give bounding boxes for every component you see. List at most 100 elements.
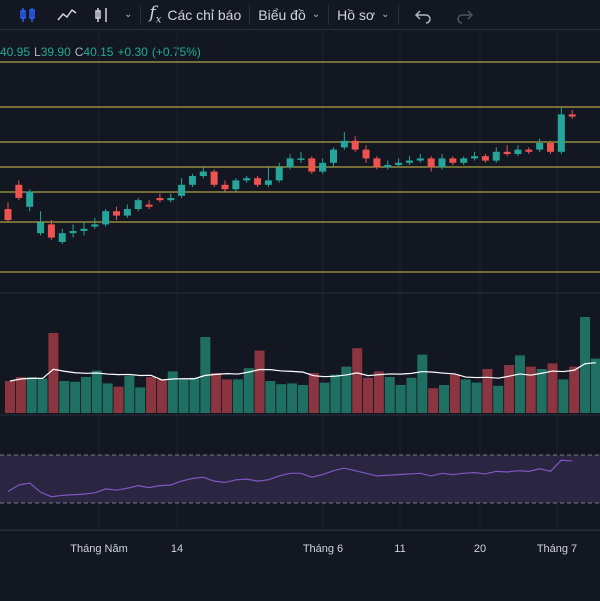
candle-body [438, 158, 446, 168]
candle-body [69, 231, 77, 234]
volume-bar [156, 379, 167, 413]
indicators-button[interactable]: fx Các chỉ báo [149, 0, 241, 29]
candle-body [210, 171, 218, 185]
volume-bar [341, 366, 352, 413]
volume-bar [319, 382, 330, 413]
volume-bar [352, 348, 363, 413]
volume-bar [580, 317, 591, 413]
legend-close-label: C [74, 45, 84, 59]
xaxis-label: 14 [170, 543, 184, 555]
fx-icon: fx [149, 3, 162, 26]
candle-body [80, 228, 88, 231]
volume-bar [70, 381, 81, 413]
volume-bar [471, 382, 482, 413]
volume-bar [124, 375, 135, 413]
candle-body [362, 149, 370, 159]
toolbar-divider [397, 4, 399, 25]
candle-body [188, 176, 196, 185]
candle-body [373, 158, 381, 168]
candle-body [492, 151, 500, 161]
volume-bar [569, 366, 580, 413]
chevron-down-icon: ⌄ [381, 9, 390, 20]
candle-body [264, 180, 272, 185]
volume-bar [558, 379, 569, 413]
indicators-label: Các chỉ báo [167, 6, 242, 23]
volume-bar [211, 373, 222, 413]
candle-body [275, 167, 283, 181]
chevron-down-icon: ⌄ [311, 9, 321, 20]
candle-body [102, 211, 110, 225]
bar-chart-icon[interactable] [92, 0, 112, 29]
volume-bar [547, 363, 558, 413]
volume-bar [363, 377, 374, 413]
candle-body [47, 224, 55, 238]
legend-change: +0.30 [117, 45, 148, 59]
candle-body [58, 233, 66, 242]
chart-menu-button[interactable]: Biểu đồ ⌄ [258, 0, 320, 29]
volume-bar [308, 373, 319, 413]
profile-menu-button[interactable]: Hồ sơ ⌄ [337, 0, 389, 29]
volume-bar [536, 369, 547, 413]
volume-bar [428, 388, 439, 413]
candle-body [416, 158, 424, 161]
horizontal-levels [0, 61, 600, 273]
volume-bar [254, 350, 265, 413]
candle-body [471, 156, 479, 159]
redo-icon[interactable] [455, 0, 475, 29]
xaxis-label: Tháng 7 [536, 543, 578, 555]
toolbar-divider [140, 4, 142, 25]
toolbar-divider [249, 4, 251, 25]
volume-bar [178, 378, 189, 413]
rsi-line [7, 459, 573, 498]
volume-bar [514, 355, 525, 413]
candle-body [4, 209, 12, 220]
candles-icon[interactable] [18, 0, 38, 29]
candle-body [199, 171, 207, 176]
volume-bar [417, 354, 428, 413]
candle-body [221, 184, 229, 190]
volume-bar [113, 386, 124, 413]
xaxis-label: Tháng Năm [70, 543, 128, 555]
xaxis-label: 20 [473, 543, 487, 555]
line-chart-icon[interactable] [56, 0, 78, 29]
volume-bar [504, 365, 515, 413]
volume-bar [146, 377, 157, 413]
volume-bar [189, 377, 200, 413]
candle-body [557, 114, 565, 152]
volume-bar [102, 383, 113, 413]
toolbar-divider [328, 4, 330, 25]
undo-icon[interactable] [413, 0, 433, 29]
volume-bar [460, 379, 471, 413]
legend-low-label: L [34, 45, 41, 59]
volume-bar [26, 377, 37, 413]
volume-series [5, 317, 600, 413]
volume-bar [37, 378, 48, 413]
profile-menu-label: Hồ sơ [337, 6, 376, 23]
volume-bar [48, 333, 59, 413]
volume-bar [5, 381, 15, 413]
candle-body [167, 198, 175, 201]
volume-bar [439, 385, 449, 413]
price-chart[interactable] [0, 30, 600, 530]
volume-bar [243, 368, 254, 413]
candle-body [156, 198, 164, 201]
volume-bar [395, 385, 406, 413]
candle-body [514, 149, 522, 154]
candle-body [395, 162, 403, 165]
candle-body [384, 165, 392, 168]
top-toolbar: ⌄ fx Các chỉ báo Biểu đồ ⌄ Hồ sơ ⌄ [0, 0, 600, 30]
legend-high: 40.95 [0, 45, 31, 59]
candle-body [15, 184, 23, 198]
candle-body [297, 158, 305, 160]
candle-body [536, 143, 544, 150]
candle-body [547, 143, 554, 152]
candle-body [460, 158, 468, 163]
time-axis: Tháng Năm 14 Tháng 6 11 20 Tháng 7 [0, 530, 600, 601]
legend-close: 40.15 [83, 45, 114, 59]
candle-body [37, 222, 45, 234]
legend-low: 39.90 [40, 45, 71, 59]
chevron-down-icon[interactable]: ⌄ [124, 9, 133, 20]
volume-ma-line [9, 362, 596, 382]
volume-bar [287, 383, 298, 413]
candle-body [340, 140, 348, 148]
